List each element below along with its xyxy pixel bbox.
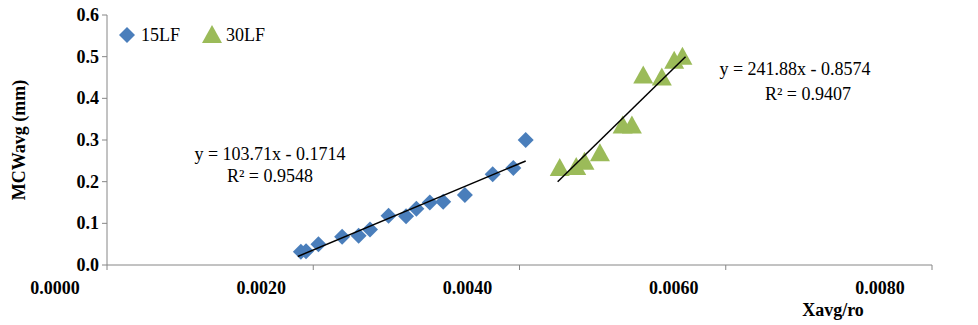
y-tick-label: 0.4 xyxy=(77,88,100,108)
x-tick xyxy=(725,265,726,270)
y-tick-label: 0.1 xyxy=(77,213,100,233)
chart: 0.0000 0.0020 0.0040 0.0060 0.0080 0.0 0.1 0.2 0… xyxy=(0,0,978,325)
y-tick-label: 0.5 xyxy=(77,47,100,67)
annotation: R² = 0.9407 xyxy=(765,84,851,104)
y-tick-label: 0.0 xyxy=(77,255,100,275)
y-tick xyxy=(102,98,107,99)
point xyxy=(672,47,692,65)
x-tick-label: 0.0060 xyxy=(649,278,699,298)
x-tick xyxy=(313,265,314,270)
y-tick xyxy=(102,265,107,266)
annotation: y = 241.88x - 0.8574 xyxy=(719,59,870,79)
x-tick xyxy=(932,265,933,270)
y-tick-label: 0.6 xyxy=(77,5,100,25)
legend-label: 15LF xyxy=(141,25,180,45)
y-tick xyxy=(102,181,107,182)
plot-area xyxy=(293,47,693,260)
point xyxy=(590,143,610,161)
y-tick xyxy=(102,15,107,16)
x-tick xyxy=(107,265,108,270)
y-tick xyxy=(102,140,107,141)
point xyxy=(334,229,350,245)
point xyxy=(652,68,672,86)
y-axis-title: MCWavg (mm) xyxy=(9,80,30,200)
trendline xyxy=(298,161,526,257)
legend-marker xyxy=(119,27,135,43)
annotation: y = 103.71x - 0.1714 xyxy=(194,144,345,164)
legend: 15LF 30LF xyxy=(119,25,265,45)
point xyxy=(518,132,534,148)
point xyxy=(622,115,642,133)
x-axis-title: Xavg/ro xyxy=(802,300,864,320)
annotation: R² = 0.9548 xyxy=(227,166,313,186)
trendline xyxy=(558,57,686,182)
y-tick-label: 0.2 xyxy=(77,172,100,192)
legend-label: 30LF xyxy=(226,25,265,45)
point xyxy=(422,195,438,211)
legend-marker xyxy=(202,25,222,43)
x-tick-label: 0.0040 xyxy=(443,278,493,298)
y-tick xyxy=(102,56,107,57)
x-tick-label: 0.0020 xyxy=(237,278,287,298)
series-1 xyxy=(550,47,693,176)
point xyxy=(633,65,653,83)
x-tick-label: 0.0080 xyxy=(855,278,905,298)
y-tick-label: 0.3 xyxy=(77,130,100,150)
y-tick xyxy=(102,223,107,224)
x-tick xyxy=(519,265,520,270)
x-tick-label: 0.0000 xyxy=(30,278,80,298)
